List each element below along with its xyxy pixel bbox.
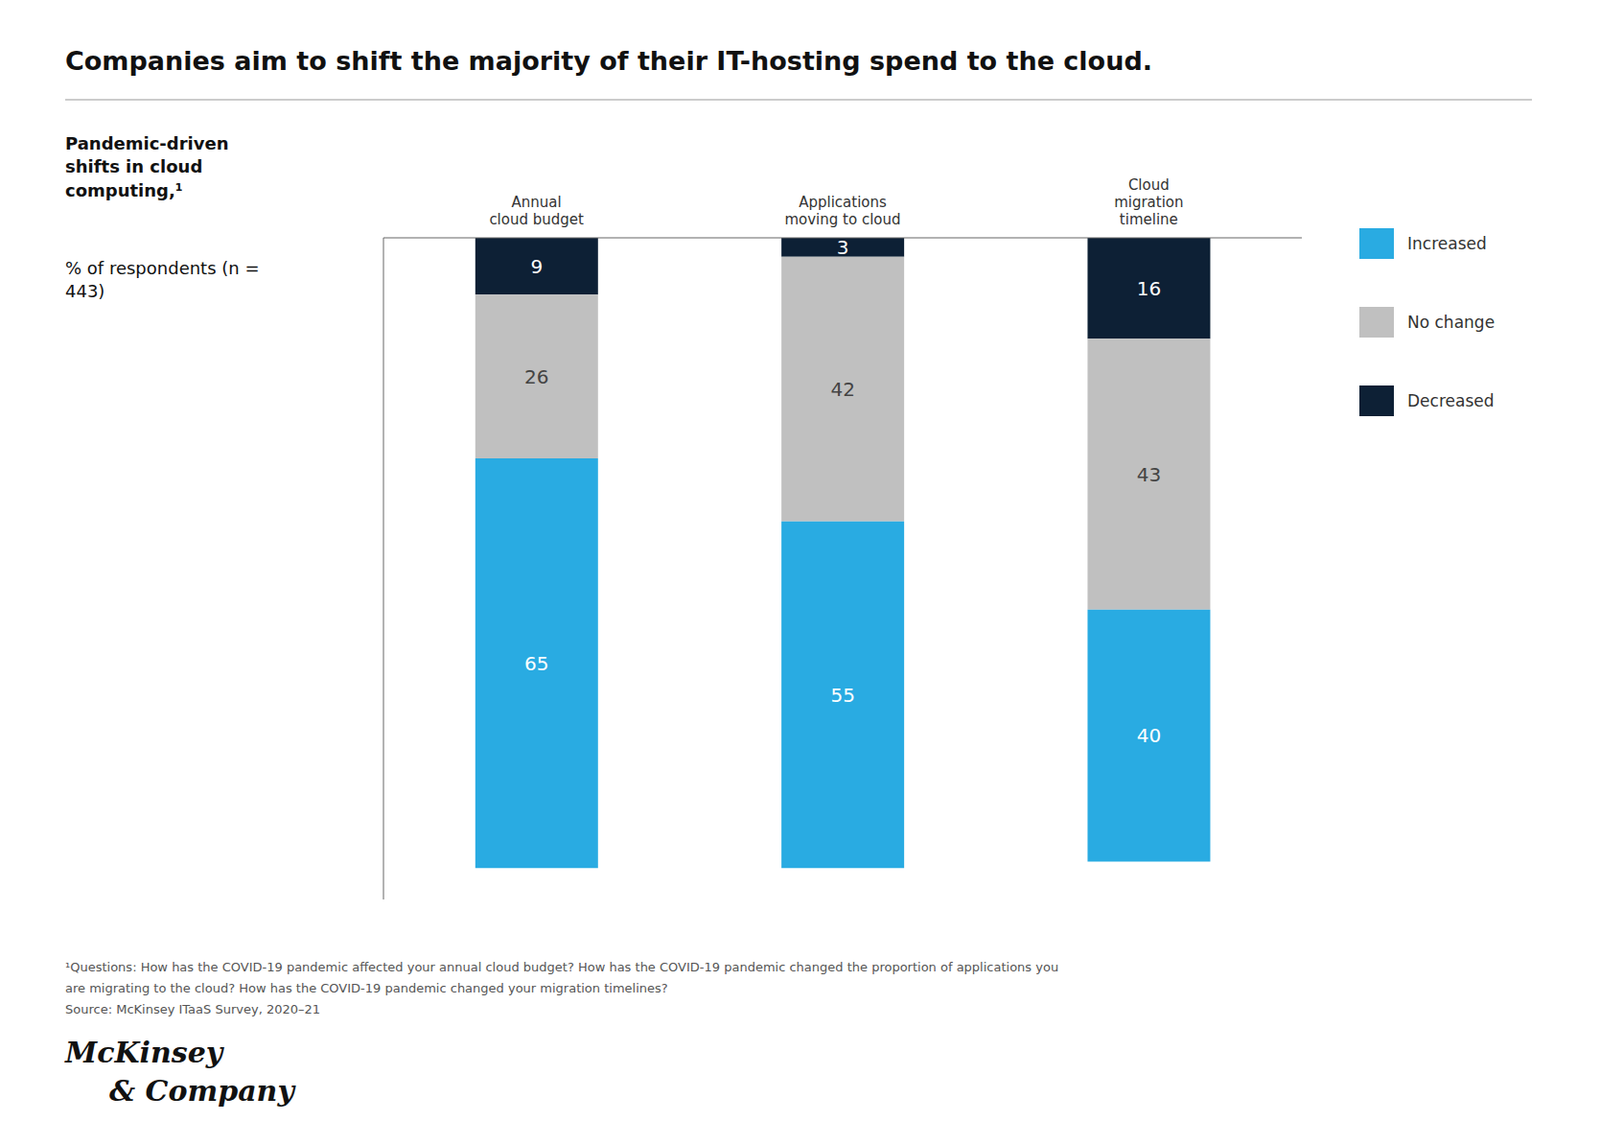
html-text:¹Questions: How has the COVID-: ¹Questions: How has the COVID-19 pandemi…	[65, 959, 1059, 974]
html-text:Source: McKinsey ITaaS Survey,: Source: McKinsey ITaaS Survey, 2020–21	[65, 1001, 321, 1017]
html-text:Pandemic-driven shifts in clou: Pandemic-driven shifts in cloud computin…	[65, 133, 229, 200]
svg-text:42: 42	[830, 377, 855, 401]
svg-text:Cloudmigrationtimeline: Cloudmigrationtimeline	[1113, 176, 1183, 229]
html-text:No change: No change	[1407, 312, 1495, 332]
svg-text:26: 26	[524, 365, 549, 389]
svg-text:3: 3	[836, 235, 850, 259]
svg-text:Annualcloud budget: Annualcloud budget	[488, 193, 584, 229]
html-text:Increased: Increased	[1407, 233, 1487, 254]
svg-text:43: 43	[1136, 463, 1161, 487]
html-text:are migrating to the cloud? Ho: are migrating to the cloud? How has the …	[65, 980, 668, 996]
svg-text:65: 65	[524, 651, 549, 675]
html-text:% of respondents (n = 443): % of respondents (n = 443)	[65, 257, 260, 302]
html-text:& Company: & Company	[109, 1073, 295, 1108]
html-text:McKinsey: McKinsey	[65, 1035, 223, 1069]
svg-text:16: 16	[1136, 277, 1161, 301]
html-text:Companies aim to shift the maj: Companies aim to shift the majority of t…	[65, 46, 1153, 76]
html-text:Decreased: Decreased	[1407, 391, 1495, 411]
svg-text:9: 9	[530, 255, 543, 279]
svg-text:Applicationsmoving to cloud: Applicationsmoving to cloud	[784, 193, 901, 229]
svg-text:55: 55	[830, 683, 855, 707]
svg-text:40: 40	[1136, 723, 1161, 747]
